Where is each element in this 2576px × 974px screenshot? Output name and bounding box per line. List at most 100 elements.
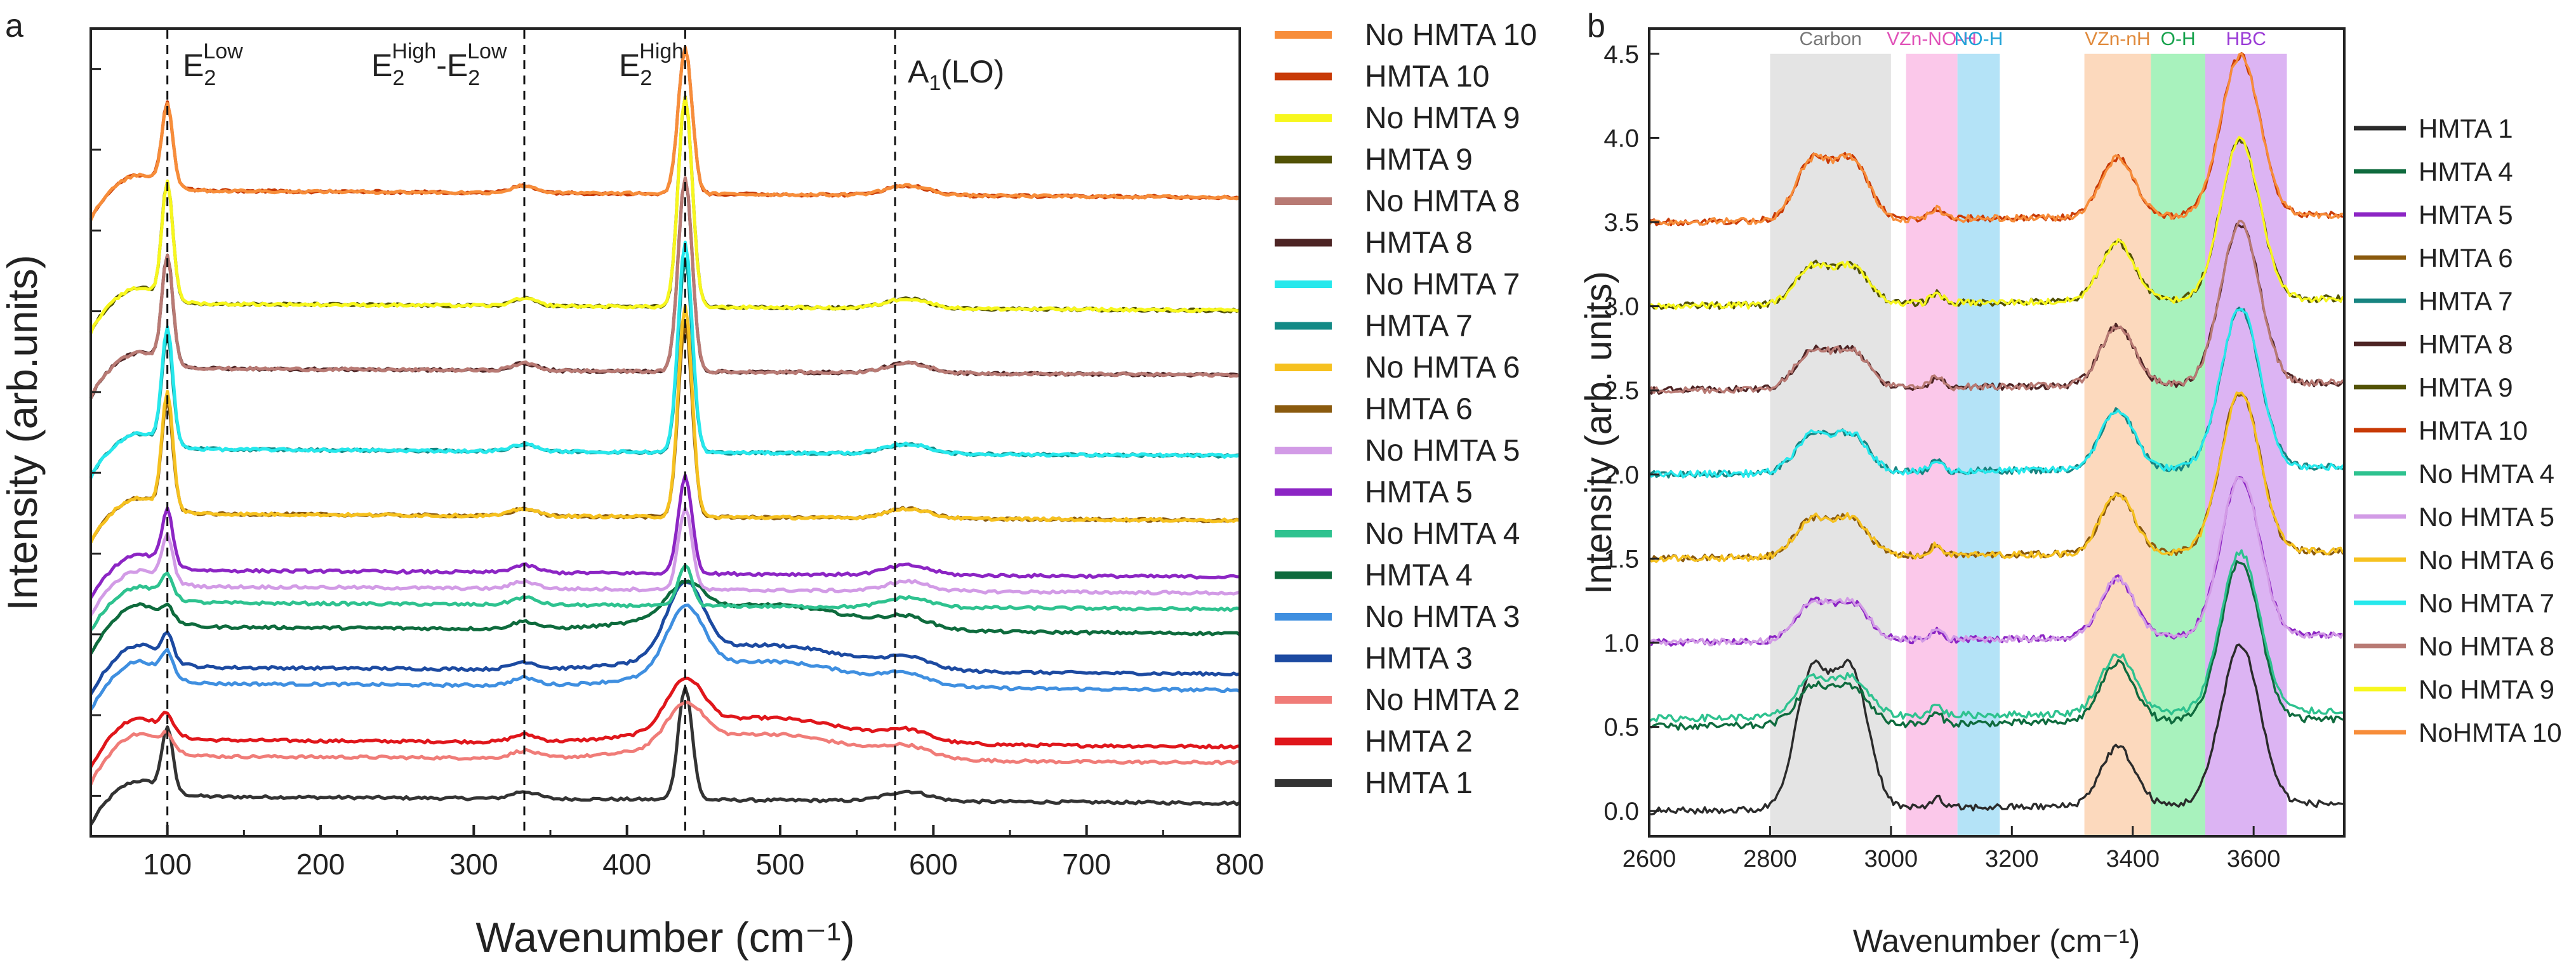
legend-label-a-hmta-1: HMTA 1 xyxy=(1365,767,1473,800)
series-line-b-nohmta-10 xyxy=(1648,52,2344,227)
legend-label-a-no-hmta-5: No HMTA 5 xyxy=(1365,434,1520,468)
x-tick-label-a: 700 xyxy=(1062,848,1111,881)
legend-label-b-hmta-6: HMTA 6 xyxy=(2419,243,2513,273)
panel-label-b: b xyxy=(1587,8,1605,44)
chart-b-xlabel: Wavenumber (cm⁻¹) xyxy=(1853,923,2140,959)
series-line-a-hmta-9 xyxy=(89,95,1241,333)
legend-label-a-hmta-6: HMTA 6 xyxy=(1365,393,1473,426)
legend-label-a-no-hmta-8: No HMTA 8 xyxy=(1365,185,1520,218)
x-tick-label-a: 500 xyxy=(756,848,805,881)
series-line-a-hmta-2 xyxy=(89,676,1240,768)
chart-a-series-group xyxy=(89,45,1241,826)
legend-label-a-hmta-3: HMTA 3 xyxy=(1365,642,1473,676)
band-label-vzn-no-h: VZn-NO-H xyxy=(1887,29,1977,49)
legend-label-a-no-hmta-9: No HMTA 9 xyxy=(1365,102,1520,135)
chart-a-ticks: 100 200 300 400 500 600 700 800 xyxy=(91,68,1265,881)
x-tick-label-b: 3000 xyxy=(1864,846,1918,872)
chart-b-frame xyxy=(1648,27,2346,838)
chart-b-series-group xyxy=(1648,51,2344,816)
legend-label-a-hmta-10: HMTA 10 xyxy=(1365,60,1490,94)
chart-b-ylabel: Intensity (arb. units) xyxy=(1578,271,1619,594)
legend-label-b-no-hmta-5: No HMTA 5 xyxy=(2419,502,2554,532)
band-vzn-no-h xyxy=(1906,53,1958,835)
chart-a-frame xyxy=(90,27,1241,838)
x-tick-label-b: 2600 xyxy=(1623,846,1676,872)
y-tick-label-b: 2.0 xyxy=(1603,461,1639,489)
legend-label-a-hmta-2: HMTA 2 xyxy=(1365,725,1473,759)
panel-label-a: a xyxy=(5,8,23,44)
series-line-b-no-hmta-7 xyxy=(1649,308,2344,479)
series-line-a-hmta-4 xyxy=(89,579,1241,655)
band-label-no-h: NO-H xyxy=(1955,29,2003,49)
y-tick-label-b: 4.0 xyxy=(1603,124,1639,152)
legend-label-a-no-hmta-3: No HMTA 3 xyxy=(1365,600,1520,634)
band-label-carbon: Carbon xyxy=(1799,29,1861,49)
x-tick-label-a: 300 xyxy=(449,848,498,881)
y-tick-label-b: 3.5 xyxy=(1603,209,1639,237)
series-line-a-no-hmta-10 xyxy=(89,45,1241,221)
y-tick-label-b: 2.5 xyxy=(1603,377,1639,405)
series-line-a-no-hmta-3 xyxy=(89,603,1241,711)
legend-label-b-hmta-5: HMTA 5 xyxy=(2419,200,2513,230)
annotation-e2high-e2low: E2High-E2Low xyxy=(371,39,507,90)
series-line-a-hmta-5 xyxy=(89,473,1240,599)
band-label-vzn-nh: VZn-nH xyxy=(2085,29,2150,49)
series-line-a-hmta-10 xyxy=(89,46,1241,220)
y-tick-label-b: 0.5 xyxy=(1603,714,1639,742)
x-tick-label-a: 200 xyxy=(296,848,345,881)
chart-b: Carbon VZn-NO-HNO-H VZn-nH O-H HBC 2600 2800 3… xyxy=(1578,27,2562,959)
legend-label-a-hmta-5: HMTA 5 xyxy=(1365,476,1473,510)
y-tick-label-b: 4.5 xyxy=(1603,41,1639,69)
x-tick-label-a: 600 xyxy=(909,848,958,881)
chart-b-legend: HMTA 1 HMTA 4 HMTA 5 HMTA 6 HMTA 7 HMTA 8 HMTA… xyxy=(2354,114,2562,747)
legend-label-b-hmta-8: HMTA 8 xyxy=(2419,329,2513,359)
x-tick-label-a: 400 xyxy=(602,848,651,881)
legend-label-b-hmta-9: HMTA 9 xyxy=(2419,372,2513,402)
annotation-e2-high: E2High xyxy=(619,39,684,90)
series-line-a-no-hmta-7 xyxy=(89,240,1241,479)
series-line-a-hmta-6 xyxy=(89,322,1240,543)
annotation-e2-low: E2Low xyxy=(183,39,243,90)
band-no-h xyxy=(1957,53,2000,835)
legend-label-b-no-hmta-4: No HMTA 4 xyxy=(2419,459,2554,489)
series-line-a-no-hmta-9 xyxy=(89,95,1240,334)
legend-label-b-no-hmta-6: No HMTA 6 xyxy=(2419,545,2554,575)
annotation-a1-lo: A1(LO) xyxy=(908,54,1004,95)
legend-label-a-hmta-9: HMTA 9 xyxy=(1365,143,1473,177)
legend-label-a-hmta-8: HMTA 8 xyxy=(1365,227,1473,260)
x-tick-label-b: 3400 xyxy=(2106,846,2160,872)
chart-b-ticks: 2600 2800 3000 3200 3400 3600 0.0 0.5 1.0 1.5 2.0 2… xyxy=(1603,41,2280,872)
band-label-o-h: O-H xyxy=(2161,29,2196,49)
band-carbon xyxy=(1770,53,1891,835)
y-tick-label-b: 1.5 xyxy=(1603,545,1639,573)
series-line-b-no-hmta-9 xyxy=(1649,136,2344,310)
series-line-a-no-hmta-4 xyxy=(90,563,1240,631)
legend-label-b-no-hmta-9: No HMTA 9 xyxy=(2419,675,2554,704)
legend-label-b-no-hmta-7: No HMTA 7 xyxy=(2419,588,2554,618)
series-line-b-no-hmta-8 xyxy=(1649,220,2344,395)
legend-label-a-hmta-4: HMTA 4 xyxy=(1365,559,1473,593)
series-line-b-no-hmta-4 xyxy=(1648,549,2344,723)
chart-a-xlabel: Wavenumber (cm⁻¹) xyxy=(475,914,854,961)
series-line-b-hmta-4 xyxy=(1649,560,2344,731)
legend-label-b-hmta-7: HMTA 7 xyxy=(2419,286,2513,316)
y-tick-label-b: 1.0 xyxy=(1603,629,1639,657)
series-line-a-no-hmta-6 xyxy=(89,304,1240,544)
legend-label-b-hmta-10: HMTA 10 xyxy=(2419,416,2528,445)
band-o-h xyxy=(2151,53,2205,835)
legend-label-a-no-hmta-6: No HMTA 6 xyxy=(1365,351,1520,385)
series-line-a-hmta-3 xyxy=(89,579,1240,695)
legend-label-a-no-hmta-7: No HMTA 7 xyxy=(1365,268,1520,301)
series-line-a-no-hmta-8 xyxy=(89,176,1240,399)
x-tick-label-a: 800 xyxy=(1216,848,1265,881)
legend-label-b-hmta-4: HMTA 4 xyxy=(2419,157,2513,187)
legend-label-a-hmta-7: HMTA 7 xyxy=(1365,310,1473,343)
x-tick-label-b: 3600 xyxy=(2227,846,2281,872)
series-line-a-no-hmta-2 xyxy=(89,701,1240,786)
legend-label-b-no-hmta-8: No HMTA 8 xyxy=(2419,631,2554,661)
legend-label-a-no-hmta-2: No HMTA 2 xyxy=(1365,683,1520,717)
series-line-b-hmta-1 xyxy=(1649,643,2344,816)
chart-a: 100 200 300 400 500 600 700 800 E2Low E2High-E2… xyxy=(0,18,1537,961)
legend-label-b-hmta-1: HMTA 1 xyxy=(2419,114,2513,143)
